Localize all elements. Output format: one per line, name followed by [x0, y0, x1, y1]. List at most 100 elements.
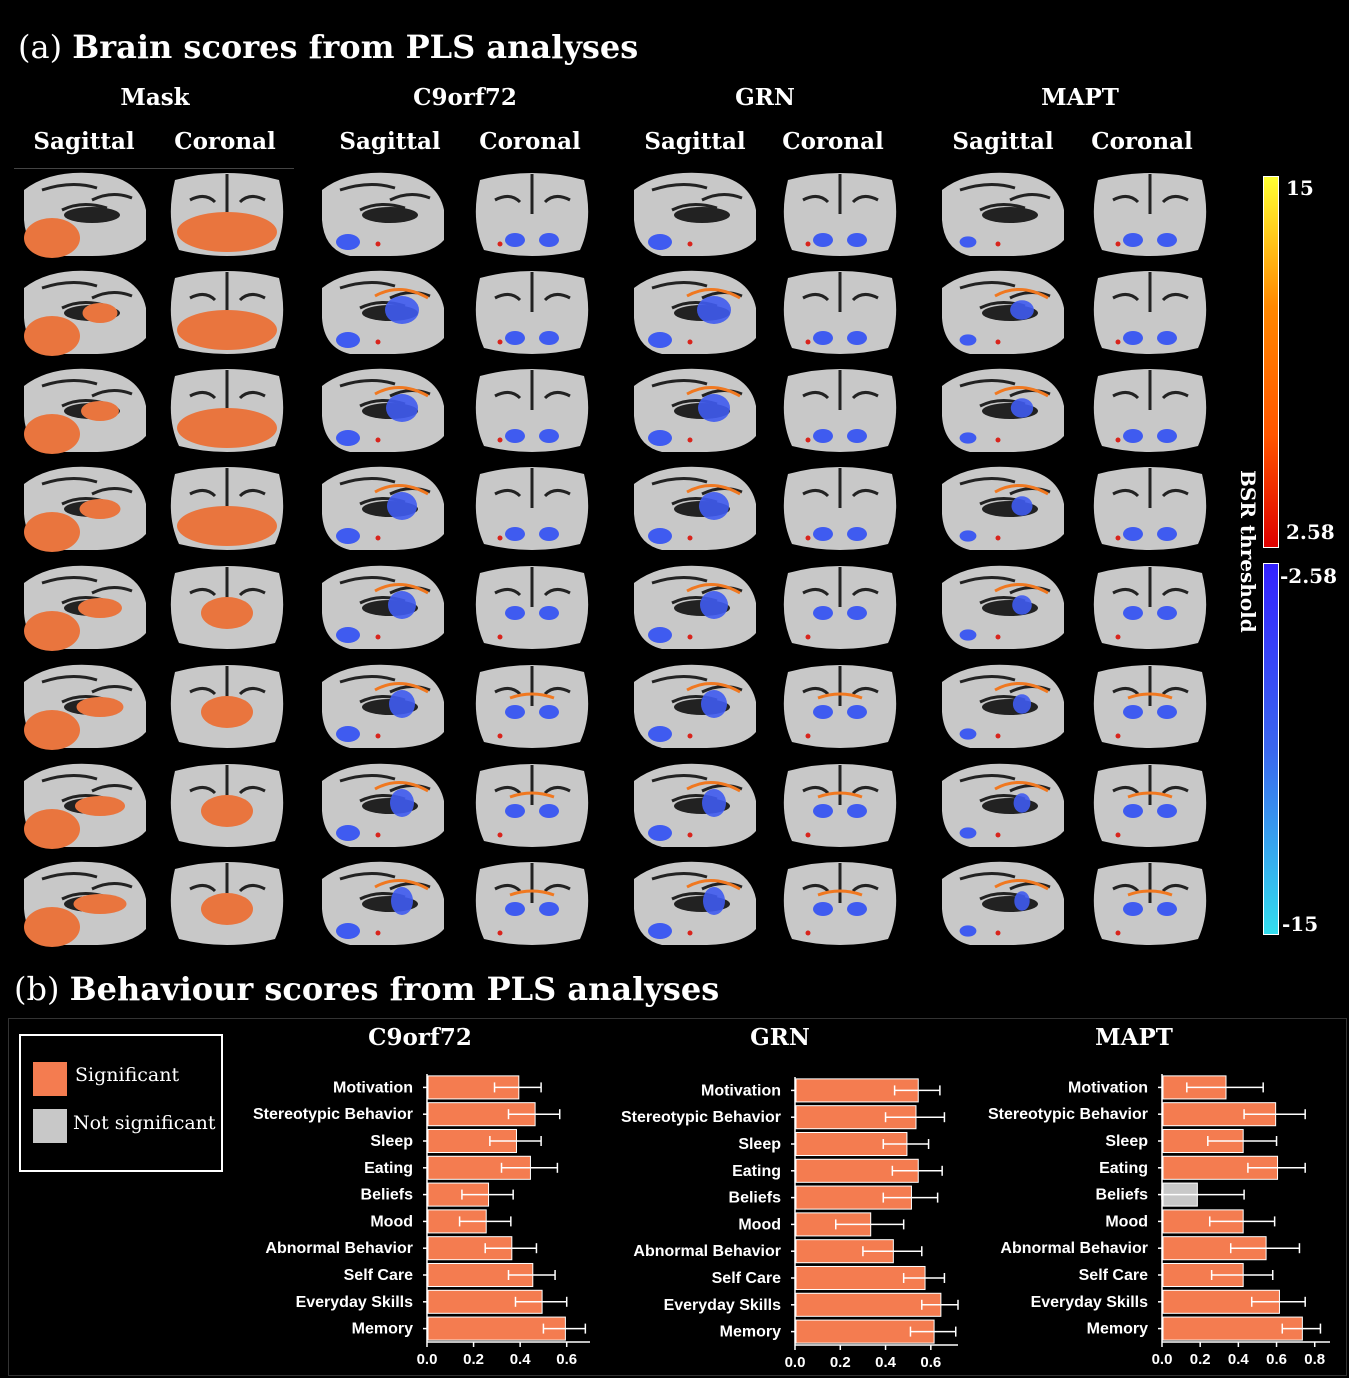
- brain-slice-mask-coronal-row3: [170, 369, 284, 452]
- brain-slice-c9orf72-sagittal-row4: [322, 466, 444, 550]
- brain-slice-mask-sagittal-row1: [24, 172, 146, 258]
- panel-b-title: (b) Behaviour scores from PLS analyses: [14, 970, 719, 1008]
- brain-slice-mapt-coronal-row2: [1093, 271, 1207, 354]
- brain-slice-c9orf72-sagittal-row1: [322, 172, 444, 256]
- brain-slice-grn-coronal-row3: [783, 369, 897, 452]
- significance-legend: Significant Not significant: [19, 1034, 223, 1172]
- brain-slice-mapt-sagittal-row1: [942, 172, 1064, 256]
- brain-slice-mask-coronal-row1: [170, 173, 284, 256]
- view-label-grn-sagittal: Sagittal: [644, 128, 746, 155]
- brain-slice-c9orf72-coronal-row4: [475, 467, 589, 550]
- brain-slice-grn-sagittal-row2: [634, 270, 756, 354]
- brain-slice-grn-sagittal-row6: [634, 664, 756, 748]
- brain-slice-grn-sagittal-row4: [634, 466, 756, 550]
- brain-slice-mask-sagittal-row7: [24, 763, 146, 849]
- brain-slice-mask-coronal-row8: [170, 862, 284, 945]
- colorbar-label-neg-max: -15: [1282, 912, 1319, 936]
- brain-slice-mask-coronal-row4: [170, 467, 284, 550]
- brain-slice-c9orf72-sagittal-row3: [322, 368, 444, 452]
- brain-slice-grn-coronal-row5: [783, 566, 897, 649]
- brain-slice-grn-sagittal-row1: [634, 172, 756, 256]
- brain-slice-c9orf72-coronal-row6: [475, 665, 589, 748]
- view-label-mask-coronal: Coronal: [174, 128, 276, 155]
- view-label-c9orf72-coronal: Coronal: [479, 128, 581, 155]
- column-header-grn: GRN: [735, 84, 795, 111]
- brain-slice-mask-sagittal-row6: [24, 664, 146, 750]
- mask-header-underline: [14, 168, 294, 169]
- brain-slice-grn-sagittal-row7: [634, 763, 756, 847]
- panel-a-letter: (a): [18, 28, 63, 66]
- brain-slice-grn-sagittal-row5: [634, 565, 756, 649]
- column-header-mask: Mask: [120, 84, 190, 111]
- chart-title-grn: GRN: [750, 1024, 810, 1051]
- colorbar-positive: [1263, 176, 1279, 548]
- brain-slice-mapt-coronal-row6: [1093, 665, 1207, 748]
- panel-a-title-text: Brain scores from PLS analyses: [72, 28, 639, 66]
- colorbar-label-pos-min: 2.58: [1286, 520, 1335, 544]
- legend-swatch-significant: [33, 1062, 67, 1096]
- brain-slice-c9orf72-coronal-row7: [475, 764, 589, 847]
- view-label-mapt-sagittal: Sagittal: [952, 128, 1054, 155]
- view-label-c9orf72-sagittal: Sagittal: [339, 128, 441, 155]
- panel-b-letter: (b): [14, 970, 60, 1008]
- brain-slice-mapt-coronal-row3: [1093, 369, 1207, 452]
- brain-slice-grn-coronal-row7: [783, 764, 897, 847]
- chart-title-mapt: MAPT: [1095, 1024, 1173, 1051]
- brain-slice-mapt-sagittal-row6: [942, 664, 1064, 748]
- brain-slice-mapt-sagittal-row5: [942, 565, 1064, 649]
- brain-slice-mask-coronal-row7: [170, 764, 284, 847]
- chart-title-c9orf72: C9orf72: [368, 1024, 472, 1051]
- brain-slice-c9orf72-sagittal-row5: [322, 565, 444, 649]
- brain-slice-grn-sagittal-row8: [634, 861, 756, 945]
- panel-b-title-text: Behaviour scores from PLS analyses: [69, 970, 720, 1008]
- colorbar-axis-label: BSR threshold: [1236, 470, 1260, 633]
- brain-slice-mask-sagittal-row8: [24, 861, 146, 947]
- brain-slice-mapt-sagittal-row3: [942, 368, 1064, 452]
- brain-slice-mapt-coronal-row4: [1093, 467, 1207, 550]
- brain-slice-mask-sagittal-row4: [24, 466, 146, 552]
- legend-label-not-significant: Not significant: [73, 1112, 216, 1134]
- colorbar-label-pos-max: 15: [1286, 176, 1314, 200]
- legend-swatch-not-significant: [33, 1109, 67, 1143]
- brain-slice-mask-sagittal-row3: [24, 368, 146, 454]
- brain-slice-mask-coronal-row2: [170, 271, 284, 354]
- view-label-grn-coronal: Coronal: [782, 128, 884, 155]
- column-header-mapt: MAPT: [1041, 84, 1119, 111]
- brain-slice-mask-coronal-row6: [170, 665, 284, 748]
- brain-slice-mapt-coronal-row5: [1093, 566, 1207, 649]
- brain-slice-c9orf72-coronal-row5: [475, 566, 589, 649]
- brain-slice-mask-sagittal-row5: [24, 565, 146, 651]
- brain-slice-mapt-coronal-row7: [1093, 764, 1207, 847]
- panel-b-frame: [8, 1018, 1347, 1376]
- colorbar-negative: [1263, 563, 1279, 935]
- brain-slice-grn-sagittal-row3: [634, 368, 756, 452]
- brain-slice-mapt-sagittal-row8: [942, 861, 1064, 945]
- brain-slice-c9orf72-sagittal-row8: [322, 861, 444, 945]
- legend-label-significant: Significant: [75, 1064, 180, 1086]
- brain-slice-grn-coronal-row6: [783, 665, 897, 748]
- brain-slice-grn-coronal-row4: [783, 467, 897, 550]
- view-label-mask-sagittal: Sagittal: [33, 128, 135, 155]
- brain-slice-mapt-coronal-row8: [1093, 862, 1207, 945]
- brain-slice-mapt-sagittal-row7: [942, 763, 1064, 847]
- view-label-mapt-coronal: Coronal: [1091, 128, 1193, 155]
- brain-slice-c9orf72-coronal-row2: [475, 271, 589, 354]
- brain-slice-grn-coronal-row2: [783, 271, 897, 354]
- column-header-c9orf72: C9orf72: [413, 84, 517, 111]
- brain-slice-c9orf72-sagittal-row7: [322, 763, 444, 847]
- brain-slice-mask-sagittal-row2: [24, 270, 146, 356]
- brain-slice-mapt-coronal-row1: [1093, 173, 1207, 256]
- brain-slice-mask-coronal-row5: [170, 566, 284, 649]
- brain-slice-c9orf72-coronal-row3: [475, 369, 589, 452]
- brain-slice-c9orf72-coronal-row1: [475, 173, 589, 256]
- brain-slice-c9orf72-sagittal-row6: [322, 664, 444, 748]
- brain-slice-c9orf72-coronal-row8: [475, 862, 589, 945]
- brain-slice-mapt-sagittal-row4: [942, 466, 1064, 550]
- brain-slice-grn-coronal-row1: [783, 173, 897, 256]
- brain-slice-mapt-sagittal-row2: [942, 270, 1064, 354]
- colorbar-label-neg-min: -2.58: [1280, 564, 1338, 588]
- brain-slice-grn-coronal-row8: [783, 862, 897, 945]
- panel-a-title: (a) Brain scores from PLS analyses: [18, 28, 638, 66]
- brain-slice-c9orf72-sagittal-row2: [322, 270, 444, 354]
